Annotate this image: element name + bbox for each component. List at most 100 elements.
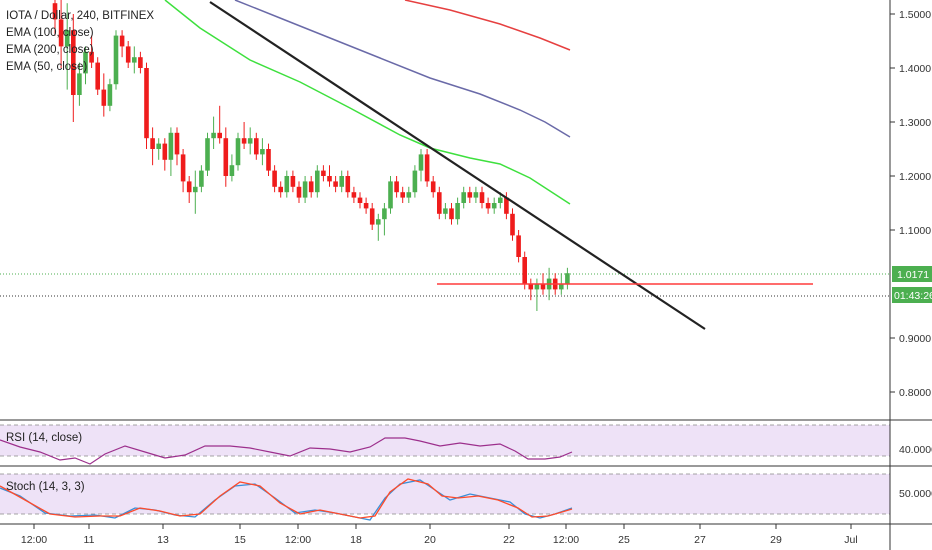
candle-body [473, 192, 479, 198]
candle [235, 132, 241, 171]
candle [168, 127, 174, 176]
candle-body [211, 132, 216, 139]
stoch-d-line [0, 478, 573, 519]
candle-body [376, 219, 381, 225]
candle [479, 186, 485, 209]
legend-ema-200[interactable]: EMA (200, close) [6, 44, 94, 56]
candle-body [113, 35, 119, 85]
downtrend-line[interactable] [209, 1, 706, 330]
candle [528, 278, 534, 301]
candle [443, 203, 448, 220]
candle [485, 197, 491, 214]
candle [406, 186, 412, 203]
candle [394, 176, 399, 198]
candle-body [168, 132, 174, 160]
candle [193, 170, 198, 214]
candle [272, 165, 277, 193]
candle [278, 181, 283, 198]
candle [144, 62, 149, 149]
rsi-pane-label[interactable]: RSI (14, close) [6, 432, 83, 444]
stoch-pane-label[interactable]: Stoch (14, 3, 3) [6, 481, 85, 493]
candle [156, 138, 161, 160]
candle-body [321, 170, 326, 176]
time-tick-label: 29 [770, 534, 782, 546]
legend-ema-50[interactable]: EMA (50, close) [6, 61, 88, 73]
chart-title: IOTA / Dollar, 240, BITFINEX [6, 10, 155, 22]
candle-body [180, 154, 186, 182]
legend-ema-100[interactable]: EMA (100, close) [6, 27, 94, 39]
candle [217, 105, 222, 144]
candle-body [357, 197, 363, 203]
candle [229, 154, 235, 182]
ema-100-line [234, 0, 571, 138]
candle-body [89, 51, 94, 63]
time-tick-label: 12:00 [285, 534, 311, 546]
price-tick-label: 1.4000 [899, 63, 931, 75]
candle-body [284, 176, 290, 193]
candle-body [150, 138, 155, 149]
time-tick-label: Jul [844, 534, 857, 546]
candle [461, 186, 466, 209]
candle [132, 46, 137, 74]
time-tick-label: 18 [350, 534, 362, 546]
candle [260, 138, 265, 166]
candle-body [186, 181, 192, 193]
candle-body [119, 35, 125, 47]
candle [95, 57, 100, 95]
candle-body [406, 192, 412, 198]
oscillator-lines [0, 437, 573, 521]
candle-body [479, 192, 485, 203]
candle-body [559, 284, 564, 290]
candle-body [296, 186, 302, 198]
candle [241, 122, 247, 149]
countdown-badge [892, 287, 932, 303]
candle-body [217, 132, 222, 139]
candle [223, 127, 229, 187]
candle-body [278, 186, 283, 193]
candle-body [132, 57, 137, 63]
last-price-label: 1.0171 [897, 269, 929, 281]
candle-body [229, 165, 235, 176]
candle-body [138, 57, 143, 68]
candle [254, 132, 259, 160]
candle [449, 203, 454, 225]
time-tick-label: 25 [618, 534, 630, 546]
candle [89, 35, 94, 68]
candle [211, 116, 216, 149]
candle-body [412, 170, 418, 193]
candle-body [162, 143, 168, 160]
price-tick-label: 1.5000 [899, 9, 931, 21]
candle [473, 186, 479, 203]
price-tick-label: 1.2000 [899, 171, 931, 183]
candle [321, 165, 326, 182]
candle [247, 127, 253, 155]
candle [125, 41, 131, 68]
candle-body [333, 181, 338, 187]
candle [333, 176, 338, 193]
candle [345, 170, 351, 198]
candle [52, 0, 58, 36]
candle [376, 213, 381, 241]
chart-legend: IOTA / Dollar, 240, BITFINEX EMA (100, c… [6, 8, 154, 76]
candle [491, 197, 497, 214]
candle [119, 30, 125, 58]
candle-body [491, 203, 497, 209]
price-tick-label: 1.3000 [899, 117, 931, 129]
candle-body [516, 235, 521, 257]
candle [71, 14, 76, 122]
candle [369, 203, 375, 230]
candle-body [437, 192, 442, 214]
candle-body [565, 273, 570, 284]
ema-50-line [164, 0, 571, 205]
candle-body [266, 149, 271, 171]
candle-body [241, 138, 247, 144]
candle [510, 208, 515, 241]
candle [467, 186, 473, 203]
time-tick-label: 13 [157, 534, 169, 546]
candle-body [467, 192, 473, 198]
candle [522, 251, 527, 290]
candle [101, 73, 107, 117]
time-tick-label: 11 [84, 534, 95, 546]
